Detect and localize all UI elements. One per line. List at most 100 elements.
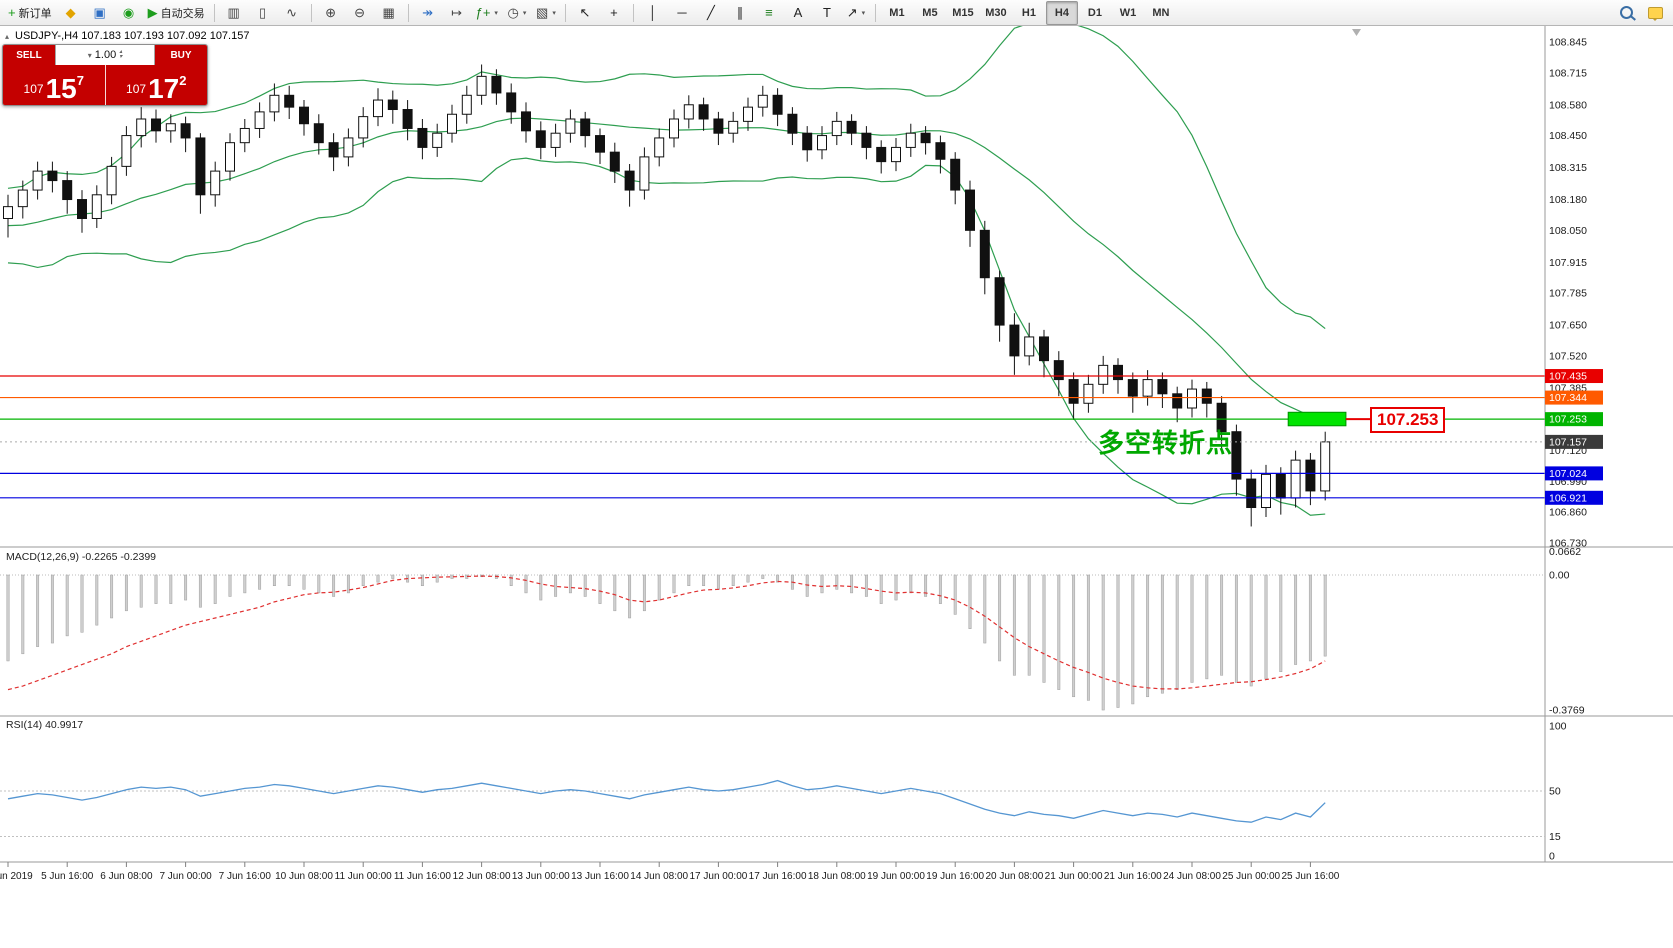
timeframe-m1-label: M1	[889, 6, 905, 19]
timeframe-h1[interactable]: H1	[1013, 1, 1045, 25]
crosshair-icon[interactable]: +	[600, 1, 628, 25]
trendline-icon[interactable]: ╱	[697, 1, 725, 25]
text-icon[interactable]: A	[784, 1, 812, 25]
line-chart-icon[interactable]: ∿	[278, 1, 306, 25]
price-badge: 107.253	[1545, 412, 1603, 427]
volume-down-icon[interactable]: ▾	[119, 54, 123, 60]
timeframe-h4[interactable]: H4	[1045, 0, 1078, 25]
volume-stepper[interactable]: ▴ ▾	[119, 49, 123, 60]
timeframe-m15[interactable]: M15	[947, 1, 979, 25]
timeframe-m5[interactable]: M5	[914, 1, 946, 25]
quote-panel-collapse-icon[interactable]: ▴	[5, 31, 10, 41]
metaeditor-icon[interactable]: ◆	[57, 1, 85, 25]
price-axis-label: 108.715	[1549, 67, 1587, 79]
time-axis-label: 25 Jun 00:00	[1222, 871, 1280, 882]
chat-icon[interactable]	[1641, 1, 1669, 25]
line-chart-icon: ∿	[286, 5, 298, 20]
price-badge: 107.157	[1545, 434, 1603, 449]
price-axis-label: 108.315	[1549, 162, 1587, 174]
zoom-out-icon[interactable]: ⊖	[346, 1, 374, 25]
templates-icon: ▧	[536, 5, 549, 20]
rsi-axis-label: 15	[1549, 831, 1561, 843]
svg-text:107.344: 107.344	[1549, 392, 1587, 404]
timeframe-mn[interactable]: MN	[1145, 1, 1177, 25]
arrows-icon: ↗	[846, 5, 858, 20]
ask-price[interactable]: 107 17 2	[105, 65, 207, 105]
cursor-icon[interactable]: ↖	[571, 1, 599, 25]
price-axis-label: 106.860	[1549, 507, 1587, 519]
strategy-tester-icon[interactable]: ◉	[115, 1, 143, 25]
svg-text:107.253: 107.253	[1549, 414, 1587, 426]
time-axis-label: 21 Jun 16:00	[1104, 871, 1162, 882]
one-click-trading-panel: SELL ▾ 1.00 ▴ ▾ BUY 107 15 7 107 17 2	[2, 44, 208, 106]
rectangle-annotation[interactable]	[1287, 411, 1347, 427]
zoom-in-icon[interactable]: ⊕	[317, 1, 345, 25]
timeframe-d1[interactable]: D1	[1079, 1, 1111, 25]
metaeditor-icon: ◆	[65, 5, 76, 20]
time-axis-label: 17 Jun 00:00	[689, 871, 747, 882]
volume-value[interactable]: 1.00	[94, 49, 117, 61]
tile-windows-icon: ▦	[382, 5, 395, 20]
volume-dropdown-icon[interactable]: ▾	[87, 50, 92, 60]
timeframe-m30[interactable]: M30	[980, 1, 1012, 25]
price-badge: 107.024	[1545, 466, 1603, 481]
time-axis-label: 5 Jun 2019	[0, 871, 33, 882]
new-order-icon: +	[8, 5, 16, 20]
time-axis[interactable]: 5 Jun 2019 5 Jun 16:00 6 Jun 08:00 7 Jun 00…	[0, 862, 1340, 882]
timeframe-w1[interactable]: W1	[1112, 1, 1144, 25]
svg-text:106.921: 106.921	[1549, 492, 1587, 504]
time-axis-label: 19 Jun 00:00	[867, 871, 925, 882]
horizontal-line-icon: ─	[677, 5, 687, 20]
crosshair-icon: +	[610, 5, 618, 20]
annotation-text[interactable]: 多空转折点	[1098, 428, 1234, 458]
toolbar: + 新订单 ◆ ▣ ◉ ▶ 自动交易 ▥ ▯ ∿ ⊕ ⊖ ▦ ↠ ↦ ƒ+ ▾ ◷ ▾ ▧ ▾ ↖ + │ ─ ╱ ∥ ≡ A T ↗ ▾ M1…	[0, 0, 1673, 26]
arrows-icon[interactable]: ↗ ▾	[842, 1, 870, 25]
macd-signal-line	[7, 575, 1326, 691]
price-callout[interactable]: 107.253	[1370, 407, 1446, 433]
autotrade-button[interactable]: ▶ 自动交易	[144, 1, 209, 25]
autoscroll-icon[interactable]: ↠	[414, 1, 442, 25]
text-label-icon: T	[822, 5, 831, 20]
time-axis-label: 24 Jun 08:00	[1163, 871, 1221, 882]
terminal-icon[interactable]: ▣	[86, 1, 114, 25]
vertical-line-icon[interactable]: │	[639, 1, 667, 25]
time-axis-label: 6 Jun 08:00	[100, 871, 153, 882]
ask-prefix: 107	[126, 82, 147, 96]
sell-button[interactable]: SELL	[3, 45, 55, 65]
text-label-icon[interactable]: T	[813, 1, 841, 25]
macd-histogram	[6, 574, 1327, 711]
volume-field[interactable]: ▾ 1.00 ▴ ▾	[55, 45, 155, 65]
channel-icon[interactable]: ∥	[726, 1, 754, 25]
channel-icon: ∥	[736, 5, 744, 20]
bollinger-bands	[7, 20, 1326, 516]
buy-button[interactable]: BUY	[155, 45, 207, 65]
periods-icon[interactable]: ◷ ▾	[503, 1, 531, 25]
price-axis-label: 108.450	[1549, 130, 1587, 142]
timeframe-h4-label: H4	[1054, 6, 1069, 19]
new-order-button[interactable]: + 新订单	[4, 1, 56, 25]
timeframe-m1[interactable]: M1	[881, 1, 913, 25]
templates-icon[interactable]: ▧ ▾	[532, 1, 560, 25]
tile-windows-icon[interactable]: ▦	[375, 1, 403, 25]
timeframe-m5-label: M5	[922, 6, 938, 19]
search-icon[interactable]	[1612, 1, 1640, 25]
time-axis-label: 7 Jun 00:00	[159, 871, 212, 882]
toolbar-separator	[310, 3, 312, 22]
volume-up-icon[interactable]: ▴	[119, 49, 123, 55]
rsi-axis-label: 100	[1549, 721, 1567, 733]
chart-shift-marker-icon[interactable]	[1352, 29, 1361, 36]
trade-panel-prices: 107 15 7 107 17 2	[3, 65, 207, 105]
bar-chart-icon[interactable]: ▥	[220, 1, 248, 25]
indicators-icon[interactable]: ƒ+ ▾	[472, 1, 502, 25]
macd-label: MACD(12,26,9) -0.2265 -0.2399	[6, 551, 156, 563]
time-axis-label: 11 Jun 00:00	[335, 871, 393, 882]
candle-chart-icon[interactable]: ▯	[249, 1, 277, 25]
timeframe-d1-label: D1	[1087, 6, 1102, 19]
fibonacci-icon[interactable]: ≡	[755, 1, 783, 25]
bid-price[interactable]: 107 15 7	[3, 65, 106, 105]
time-axis-label: 21 Jun 00:00	[1045, 871, 1103, 882]
chart-shift-icon[interactable]: ↦	[443, 1, 471, 25]
horizontal-line-icon[interactable]: ─	[668, 1, 696, 25]
timeframe-h1-label: H1	[1021, 6, 1036, 19]
